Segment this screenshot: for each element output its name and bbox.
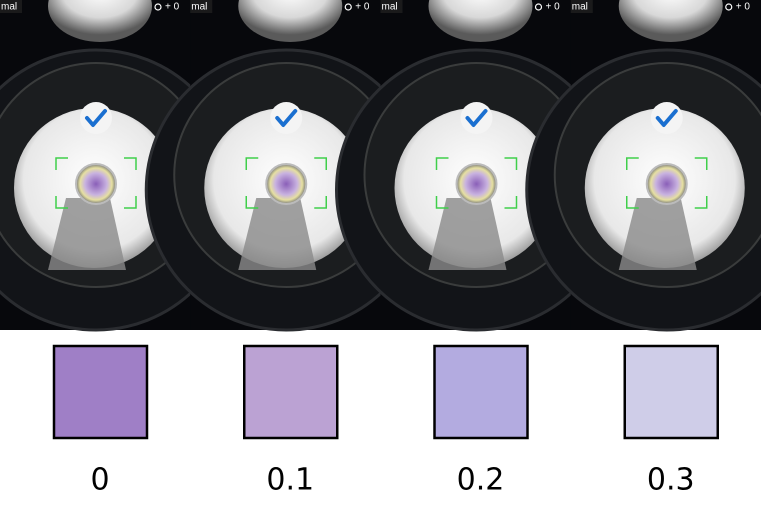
color-swatch — [433, 344, 529, 440]
check-mark — [655, 109, 678, 127]
check-badge — [460, 102, 493, 134]
focus-bracket — [626, 196, 639, 209]
vial — [265, 163, 308, 205]
check-mark — [85, 109, 107, 127]
lamp — [238, 0, 343, 42]
sun-icon — [154, 3, 162, 11]
color-swatch — [52, 344, 149, 440]
focus-bracket — [314, 157, 327, 170]
mode-label: mal — [382, 2, 398, 13]
mode-bg — [570, 0, 593, 13]
mode-bg — [190, 0, 213, 13]
focus-bracket — [55, 157, 68, 170]
focus-bracket — [626, 157, 639, 170]
mode-label: mal — [572, 2, 588, 13]
lamp — [48, 0, 152, 42]
concentration-label: 0.1 — [266, 463, 314, 498]
mode-label: mal — [191, 2, 207, 13]
focus-bracket — [435, 157, 449, 170]
focus-bracket — [124, 196, 137, 209]
exposure-label: + 0 — [355, 2, 370, 13]
focus-bracket — [55, 196, 68, 209]
vial — [645, 163, 688, 205]
focus-bracket — [694, 196, 708, 209]
probe-shadow — [48, 198, 126, 270]
exposure-label: + 0 — [546, 2, 561, 13]
check-badge — [270, 102, 303, 134]
sun-icon — [344, 3, 352, 11]
exposure-label: + 0 — [165, 2, 180, 13]
check-mark — [465, 109, 488, 127]
probe-shadow — [618, 198, 697, 270]
sun-icon — [725, 3, 733, 11]
vial — [75, 163, 117, 205]
probe-shadow — [428, 198, 507, 270]
check-mark — [275, 109, 298, 127]
photo-panel: mal + 0 — [335, 0, 618, 332]
focus-bracket — [694, 157, 708, 170]
mode-label: mal — [1, 2, 17, 13]
photo-panel: mal + 0 — [525, 0, 761, 332]
focus-bracket — [245, 196, 259, 209]
check-badge — [80, 102, 112, 134]
concentration-label: 0.3 — [647, 463, 695, 498]
lamp — [618, 0, 723, 42]
lamp — [428, 0, 533, 42]
vial — [455, 163, 498, 205]
concentration-label: 0 — [90, 463, 109, 498]
focus-bracket — [245, 157, 259, 170]
focus-bracket — [504, 157, 518, 170]
mode-bg — [380, 0, 403, 13]
concentration-label: 0.2 — [457, 463, 505, 498]
focus-bracket — [124, 157, 137, 170]
mode-bg — [0, 0, 22, 13]
color-swatch — [623, 344, 719, 440]
focus-bracket — [435, 196, 449, 209]
check-badge — [650, 102, 683, 134]
exposure-label: + 0 — [736, 2, 751, 13]
color-swatch — [243, 344, 339, 440]
sun-icon — [534, 3, 543, 11]
focus-bracket — [314, 196, 327, 209]
probe-shadow — [238, 198, 317, 270]
focus-bracket — [504, 196, 518, 209]
